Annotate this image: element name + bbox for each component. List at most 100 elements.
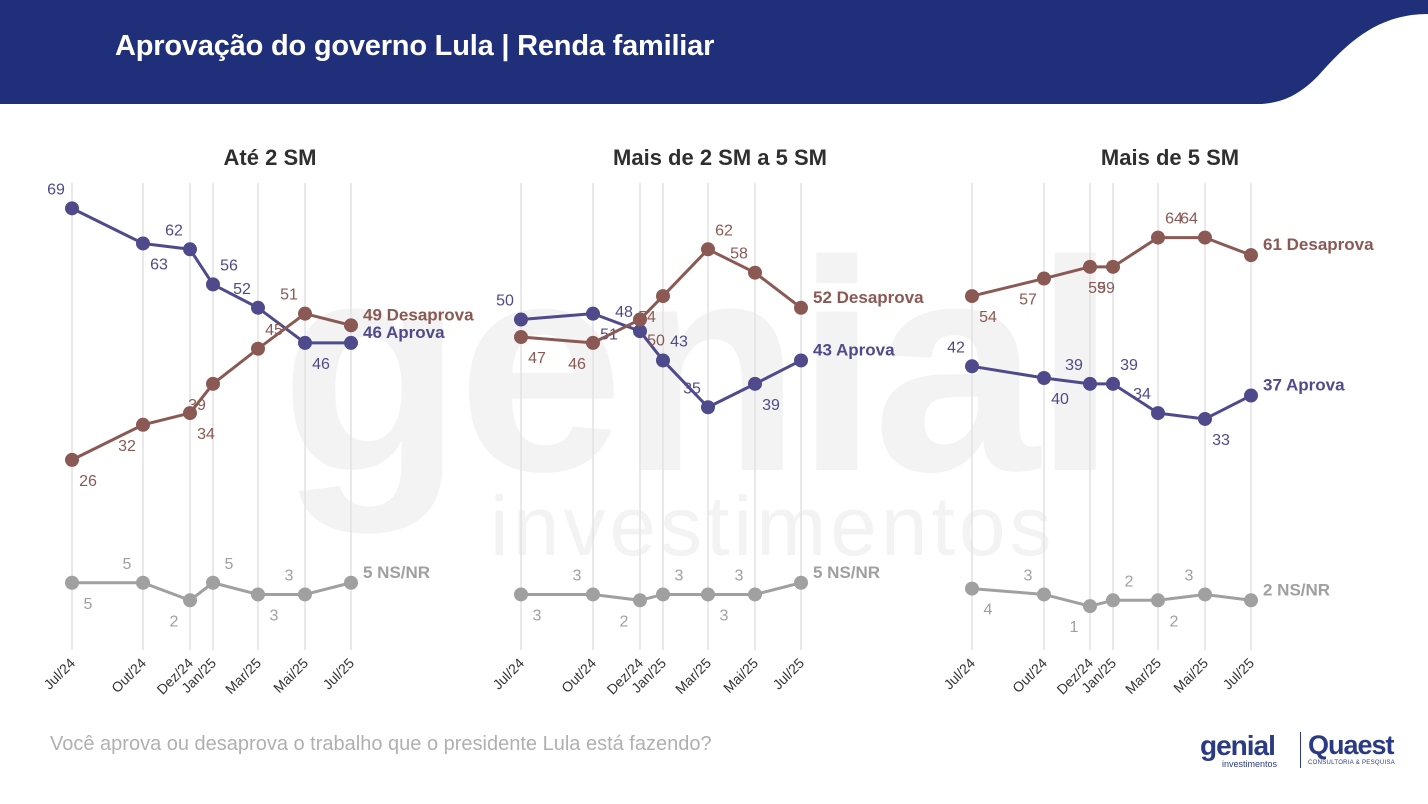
x-tick-label: Out/24: [558, 655, 599, 696]
data-label: 32: [118, 438, 136, 455]
data-point: [514, 330, 528, 345]
data-label: 62: [715, 222, 733, 239]
series-end-label: 61 Desaprova: [1263, 235, 1374, 254]
data-point: [251, 300, 265, 315]
data-point: [1198, 587, 1212, 602]
data-point: [344, 335, 358, 350]
genial-logo: genial: [1200, 730, 1276, 761]
data-point: [298, 587, 312, 602]
data-label: 3: [735, 567, 744, 584]
survey-question: Você aprova ou desaprova o trabalho que …: [50, 733, 712, 755]
series-end-label: 37 Aprova: [1263, 376, 1345, 395]
series-line-aprova: [71, 207, 351, 345]
data-point: [794, 353, 808, 368]
data-label: 39: [1065, 357, 1083, 374]
data-point: [251, 587, 265, 602]
data-label: 39: [762, 397, 780, 414]
x-tick-label: Mar/25: [222, 655, 264, 697]
data-point: [206, 575, 220, 590]
data-point: [136, 417, 150, 432]
series-end-label: 5 NS/NR: [363, 563, 430, 582]
data-point: [183, 593, 197, 608]
chart-title-ate-2-sm: Até 2 SM: [223, 145, 317, 170]
page-title: Aprovação do governo Lula | Renda famili…: [115, 30, 715, 62]
data-point: [183, 242, 197, 257]
data-label: 4: [984, 602, 993, 619]
data-label: 47: [528, 350, 546, 367]
data-label: 39: [1120, 357, 1138, 374]
data-label: 35: [683, 380, 701, 397]
data-point: [633, 312, 647, 327]
data-label: 3: [675, 567, 684, 584]
data-label: 2: [620, 613, 629, 630]
data-point: [1198, 230, 1212, 245]
data-label: 2: [1125, 573, 1134, 590]
data-label: 3: [1024, 567, 1033, 584]
x-tick-label: Mai/25: [270, 655, 311, 696]
data-label: 39: [188, 397, 206, 414]
data-label: 34: [1133, 386, 1151, 403]
series-line-aprova: [971, 364, 1252, 421]
brand-logos: genial investimentos Quaest CONSULTORIA …: [1200, 728, 1400, 772]
data-point: [251, 341, 265, 356]
data-point: [656, 587, 670, 602]
data-label: 52: [233, 281, 251, 298]
data-label: 62: [165, 222, 183, 239]
data-label: 33: [1212, 432, 1230, 449]
x-tick-label: Out/24: [108, 655, 149, 696]
data-point: [965, 289, 979, 304]
x-tick-label: Jul/25: [769, 655, 807, 693]
x-tick-label: Jul/25: [1219, 655, 1257, 693]
data-point: [656, 289, 670, 304]
data-label: 3: [1185, 567, 1194, 584]
data-label: 3: [720, 607, 729, 624]
logo-divider: [1300, 732, 1301, 768]
data-label: 3: [533, 607, 542, 624]
data-label: 59: [1097, 280, 1115, 297]
data-label: 3: [270, 607, 279, 624]
data-point: [1244, 248, 1258, 263]
data-label: 50: [496, 293, 514, 310]
x-tick-label: Jul/24: [40, 655, 78, 693]
data-point: [586, 587, 600, 602]
x-tick-label: Mai/25: [1170, 655, 1211, 696]
data-point: [965, 581, 979, 596]
data-point: [298, 306, 312, 321]
data-point: [206, 376, 220, 391]
data-point: [65, 452, 79, 467]
x-tick-label: Mai/25: [720, 655, 761, 696]
data-point: [794, 575, 808, 590]
data-point: [1244, 593, 1258, 608]
data-label: 43: [670, 333, 688, 350]
data-point: [1037, 271, 1051, 286]
data-point: [1151, 406, 1165, 421]
data-label: 3: [285, 567, 294, 584]
data-point: [65, 575, 79, 590]
data-label: 46: [312, 356, 330, 373]
x-tick-label: Out/24: [1009, 655, 1050, 696]
data-label: 54: [979, 309, 997, 326]
data-point: [1244, 388, 1258, 403]
data-point: [514, 312, 528, 327]
data-point: [1151, 593, 1165, 608]
data-point: [633, 324, 647, 339]
x-tick-label: Mar/25: [672, 655, 714, 697]
series-end-label: 52 Desaprova: [813, 288, 924, 307]
data-point: [1151, 230, 1165, 245]
data-label: 69: [47, 181, 65, 198]
data-label: 5: [84, 596, 93, 613]
data-label: 2: [1170, 613, 1179, 630]
data-point: [1106, 259, 1120, 274]
data-point: [748, 376, 762, 391]
data-point: [298, 335, 312, 350]
x-tick-label: Jul/25: [319, 655, 357, 693]
series-end-label: 2 NS/NR: [1263, 580, 1330, 599]
data-point: [748, 587, 762, 602]
data-label: 2: [170, 613, 179, 630]
data-point: [344, 318, 358, 333]
data-point: [701, 587, 715, 602]
data-label: 57: [1019, 292, 1037, 309]
